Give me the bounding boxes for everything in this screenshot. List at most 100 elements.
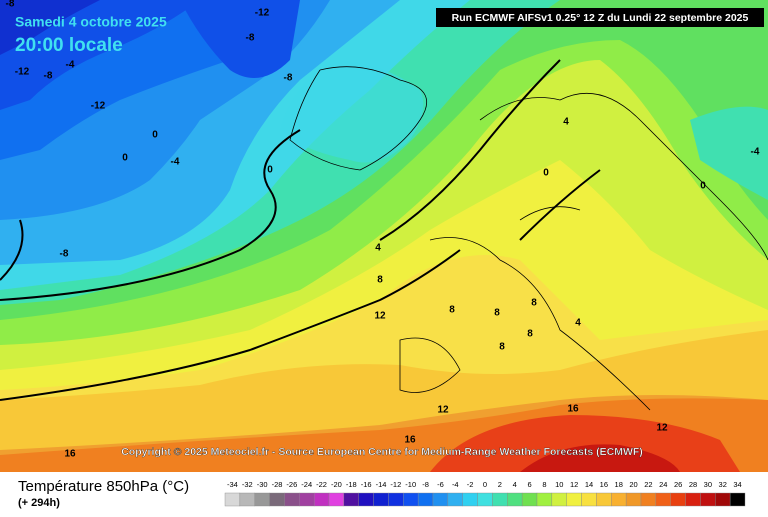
color-swatch [254, 492, 270, 507]
scale-label: -34 [227, 480, 238, 489]
coastlines [289, 66, 768, 411]
color-swatch [417, 492, 434, 507]
color-swatch [299, 492, 315, 507]
contour-label: 0 [543, 168, 549, 179]
color-swatch [536, 492, 553, 507]
color-swatch [358, 492, 374, 507]
color-swatch [625, 492, 642, 507]
contour-label: 0 [122, 153, 128, 164]
color-swatch [700, 492, 716, 507]
color-swatch [685, 492, 701, 507]
color-swatch [640, 492, 657, 507]
contour-label: 8 [494, 308, 500, 319]
scale-label: -28 [272, 480, 283, 489]
contour-label: 0 [267, 165, 273, 176]
color-swatch [729, 492, 746, 507]
color-swatch [239, 492, 255, 507]
scale-label: 26 [674, 480, 682, 489]
scale-label: 10 [555, 480, 563, 489]
colorbar: -34 -32 -30 -28 -26 -24 -22 -20 -18 -16 -14 -12 -10-… [224, 480, 746, 507]
contour-label: 8 [499, 342, 505, 353]
scale-label: 12 [570, 480, 578, 489]
color-swatch [432, 492, 449, 507]
scale-label: -12 [390, 480, 401, 489]
scale-label: -22 [316, 480, 327, 489]
contour-label: -8 [60, 249, 69, 260]
contour-label: -4 [66, 60, 75, 71]
copyright: Copyright © 2025 Meteociel.fr - Source E… [121, 446, 643, 458]
scale-label: -16 [361, 480, 372, 489]
scale-label: -30 [257, 480, 268, 489]
scale-label: 8 [542, 480, 546, 489]
color-swatch [670, 492, 686, 507]
legend-subtitle: (+ 294h) [18, 497, 60, 509]
color-swatch [477, 492, 493, 507]
scale-label: -20 [331, 480, 342, 489]
contour-label: -8 [44, 71, 53, 82]
scale-label: 20 [629, 480, 637, 489]
color-swatch [551, 492, 567, 507]
contour-label: 0 [700, 181, 706, 192]
contour-label: -8 [246, 33, 255, 44]
legend-title: Température 850hPa (°C) [18, 478, 189, 495]
contour-label: 0 [152, 130, 158, 141]
contour-label: 12 [437, 405, 449, 416]
scale-label: 34 [733, 480, 741, 489]
scale-label: 18 [615, 480, 623, 489]
scale-label: 2 [498, 480, 502, 489]
scale-label: 32 [719, 480, 727, 489]
contour-label: -12 [255, 8, 270, 19]
contour-label: 8 [527, 329, 533, 340]
contour-label: 4 [563, 117, 569, 128]
color-swatch [715, 492, 731, 507]
contour-label: 4 [375, 243, 381, 254]
contour-label: 12 [656, 423, 668, 434]
scale-label: -18 [346, 480, 357, 489]
contour-label: 4 [575, 318, 581, 329]
color-swatch [343, 492, 359, 507]
color-swatch [566, 492, 582, 507]
color-swatch [521, 492, 538, 507]
color-swatch [313, 492, 330, 507]
contour-label: 16 [404, 435, 416, 446]
color-swatch [373, 492, 389, 507]
scale-label: 14 [585, 480, 593, 489]
color-swatch [507, 492, 523, 507]
scale-label: 16 [600, 480, 608, 489]
contour-label: -8 [6, 0, 15, 10]
scale-label: -10 [405, 480, 416, 489]
color-swatch [269, 492, 285, 507]
scale-label: 22 [644, 480, 652, 489]
scale-label: 24 [659, 480, 667, 489]
run-info: Run ECMWF AIFSv1 0.25° 12 Z du Lundi 22 … [452, 12, 749, 24]
contour-label: -8 [284, 73, 293, 84]
scale-label: 4 [513, 480, 517, 489]
color-swatch [447, 492, 463, 507]
forecast-date: Samedi 4 octobre 2025 [15, 14, 167, 30]
scale-label: 6 [527, 480, 531, 489]
scale-label: -6 [437, 480, 444, 489]
scale-label: -8 [422, 480, 429, 489]
scale-label: -14 [376, 480, 387, 489]
color-swatch [462, 492, 478, 507]
contour-label: 16 [64, 449, 76, 460]
contour-label: 12 [374, 311, 386, 322]
scale-label: 0 [483, 480, 487, 489]
color-swatch [284, 492, 300, 507]
contour-label: -12 [15, 67, 30, 78]
contour-label: -4 [171, 157, 180, 168]
contour-label: -12 [91, 101, 106, 112]
contour-label: 8 [531, 298, 537, 309]
color-swatch [492, 492, 508, 507]
scale-label: 30 [704, 480, 712, 489]
color-swatch [655, 492, 671, 507]
scale-label: -4 [452, 480, 459, 489]
scale-label: -26 [286, 480, 297, 489]
scale-label: 28 [689, 480, 697, 489]
color-swatch [388, 492, 404, 507]
color-swatch [224, 492, 241, 507]
contour-lines [0, 59, 601, 401]
temperature-field [0, 0, 768, 472]
color-swatch [596, 492, 612, 507]
